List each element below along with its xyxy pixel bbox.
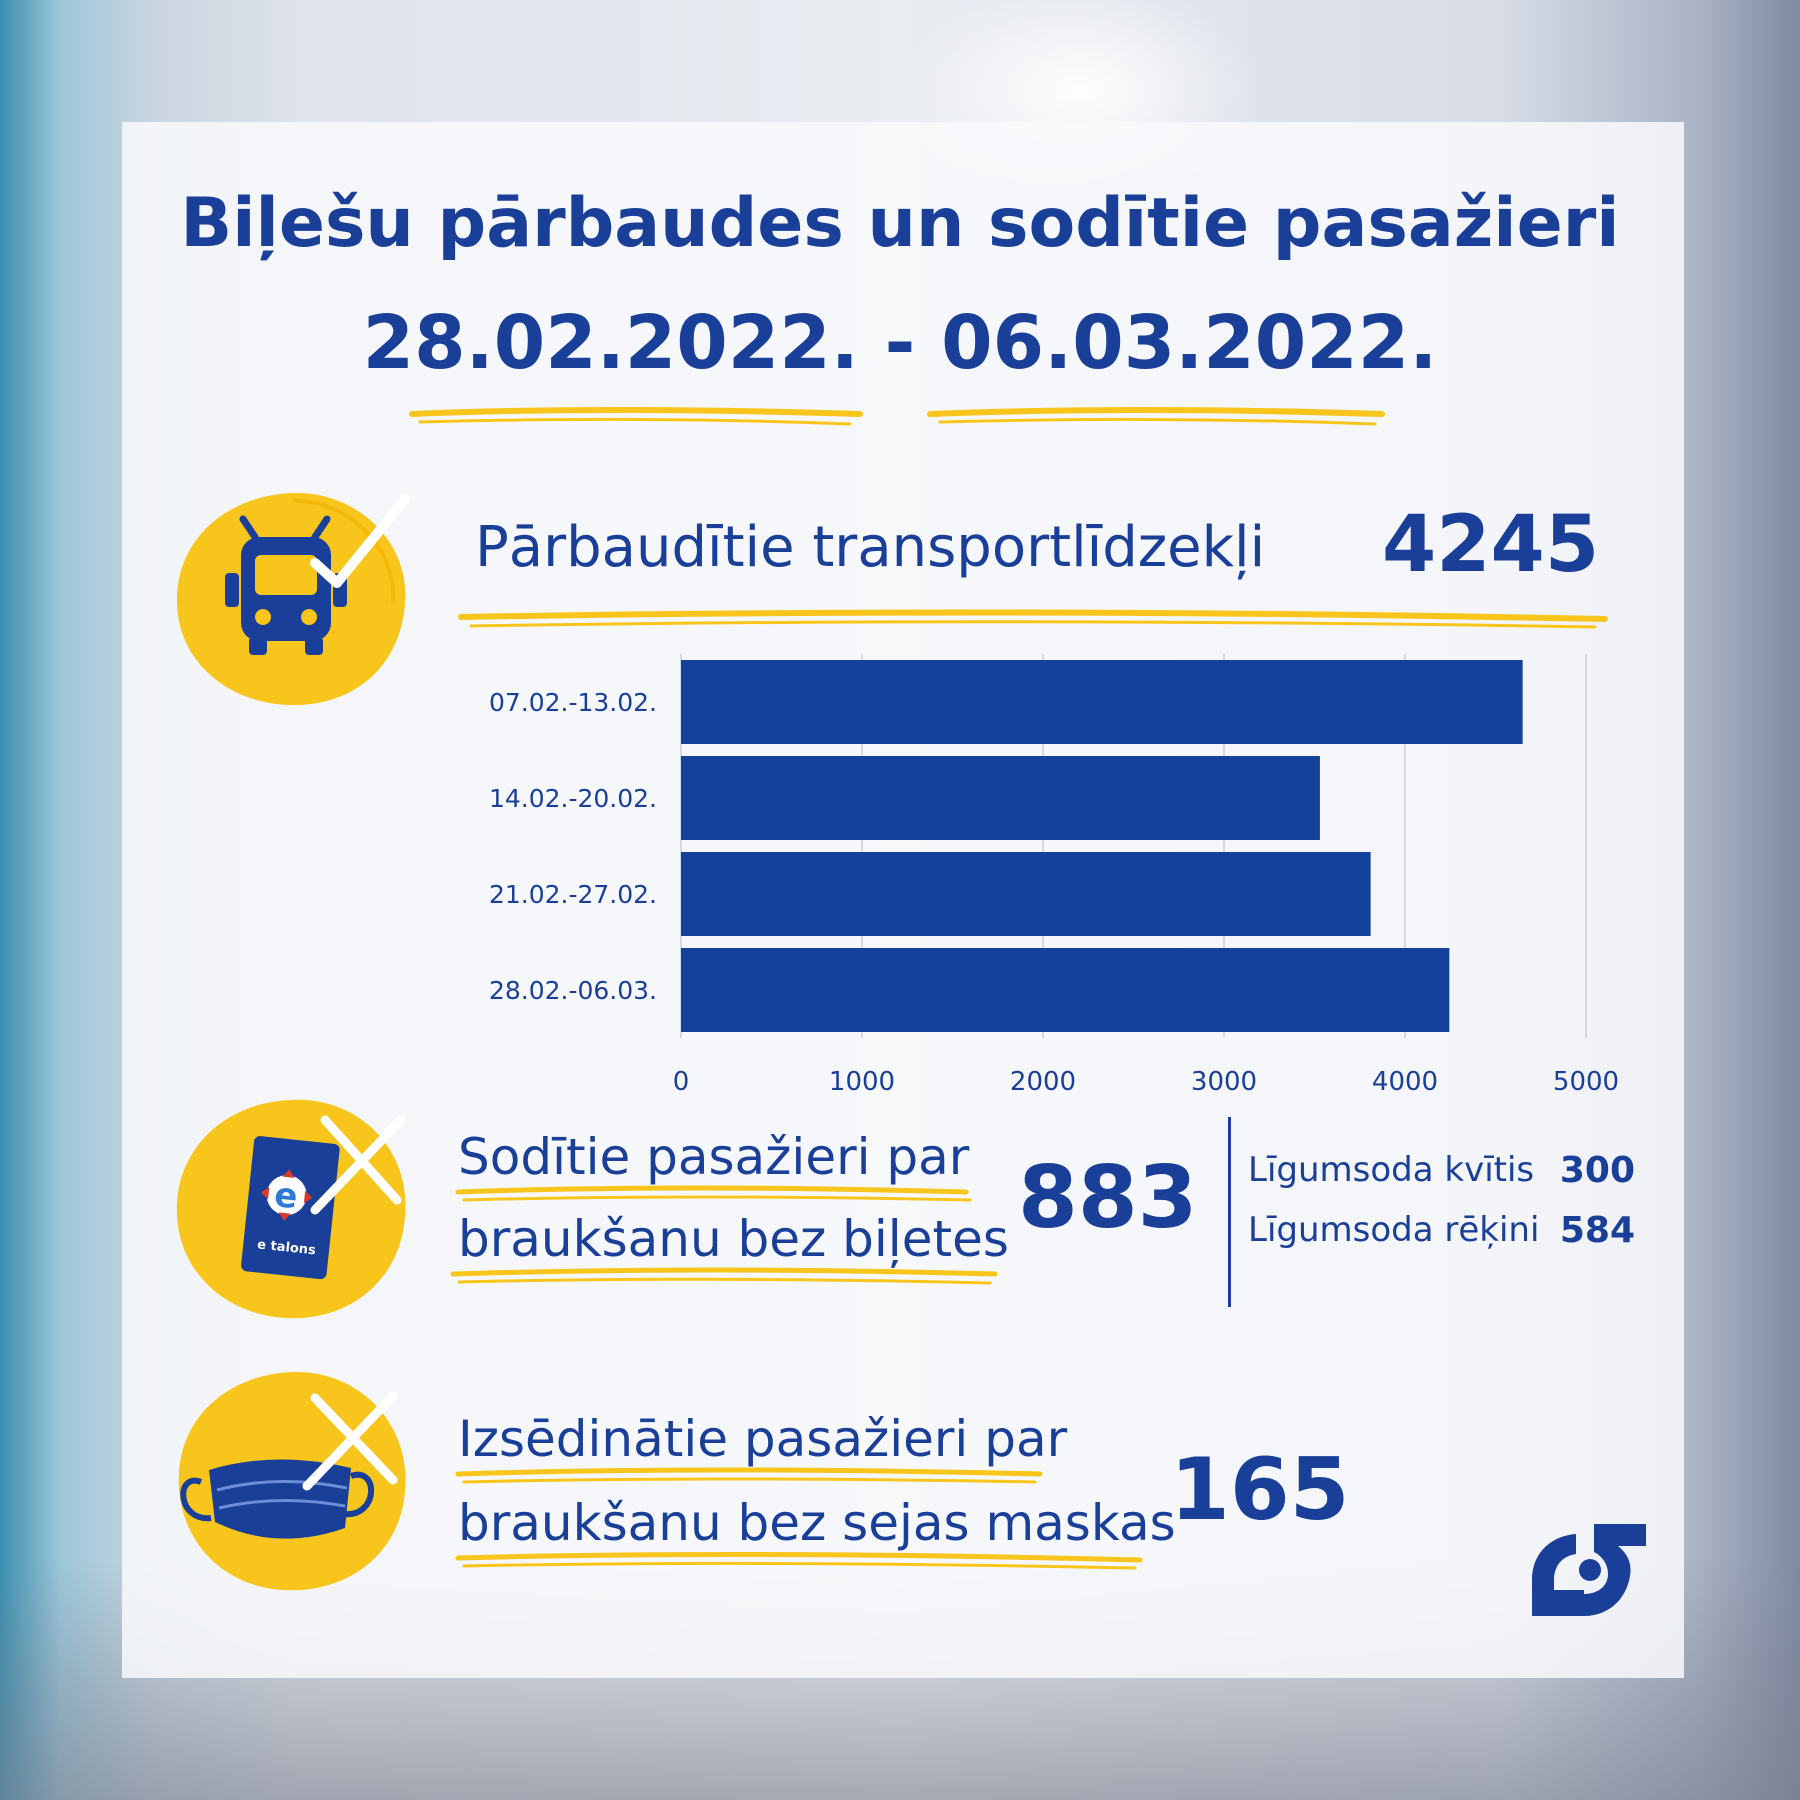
page-title: Biļešu pārbaudes un sodītie pasažieri — [180, 184, 1620, 263]
removed-count: 165 — [1170, 1440, 1350, 1540]
x-tick-label: 5000 — [1553, 1067, 1619, 1097]
x-tick-label: 0 — [673, 1067, 690, 1097]
vehicles-count: 4245 — [1382, 500, 1600, 590]
period-dates: 28.02.2022. - 06.03.2022. — [362, 300, 1438, 386]
removed-underline — [455, 1467, 1043, 1484]
category-label: 21.02.-27.02. — [489, 880, 657, 909]
breakdown-invoices-label: Līgumsoda rēķini — [1248, 1210, 1540, 1250]
etalons-card-cross-icon: e e talons — [176, 1099, 406, 1319]
vehicles-underline — [458, 609, 1608, 629]
fined-label-line2: braukšanu bez biļetes — [458, 1210, 1009, 1268]
card-text: e talons — [256, 1237, 316, 1258]
x-tick-label: 4000 — [1372, 1067, 1438, 1097]
category-label: 28.02.-06.03. — [489, 976, 657, 1005]
breakdown-invoices-value: 584 — [1559, 1210, 1635, 1251]
trolleybus-check-icon — [176, 492, 410, 706]
svg-text:e: e — [272, 1175, 299, 1217]
fined-underline-2 — [450, 1267, 998, 1285]
bar — [681, 660, 1523, 744]
x-tick-label: 2000 — [1010, 1067, 1076, 1097]
bar — [681, 948, 1450, 1032]
category-label: 07.02.-13.02. — [489, 688, 657, 717]
breakdown-receipts-value: 300 — [1559, 1150, 1635, 1191]
bar — [681, 852, 1371, 936]
x-tick-label: 3000 — [1191, 1067, 1257, 1097]
face-mask-cross-icon — [178, 1371, 406, 1591]
removed-underline-2 — [455, 1551, 1143, 1570]
bar — [681, 756, 1320, 840]
fined-count: 883 — [1018, 1148, 1198, 1248]
fined-underline — [455, 1185, 972, 1202]
title-underline — [409, 407, 1385, 426]
fined-label-line1: Sodītie pasažieri par — [458, 1128, 970, 1186]
x-tick-label: 1000 — [829, 1067, 895, 1097]
category-label: 14.02.-20.02. — [489, 784, 657, 813]
breakdown-receipts-label: Līgumsoda kvītis — [1248, 1150, 1535, 1190]
removed-label-line2: braukšanu bez sejas maskas — [458, 1494, 1176, 1552]
vehicles-label: Pārbaudītie transportlīdzekļi — [475, 515, 1266, 580]
rigas-satiksme-logo — [1532, 1524, 1646, 1616]
breakdown-divider — [1228, 1117, 1231, 1307]
weekly-vehicles-bar-chart: 0 1000 2000 3000 4000 5000 07.02.-13.02. 14.02.… — [489, 654, 1619, 1097]
removed-label-line1: Izsēdinātie pasažieri par — [458, 1410, 1068, 1468]
